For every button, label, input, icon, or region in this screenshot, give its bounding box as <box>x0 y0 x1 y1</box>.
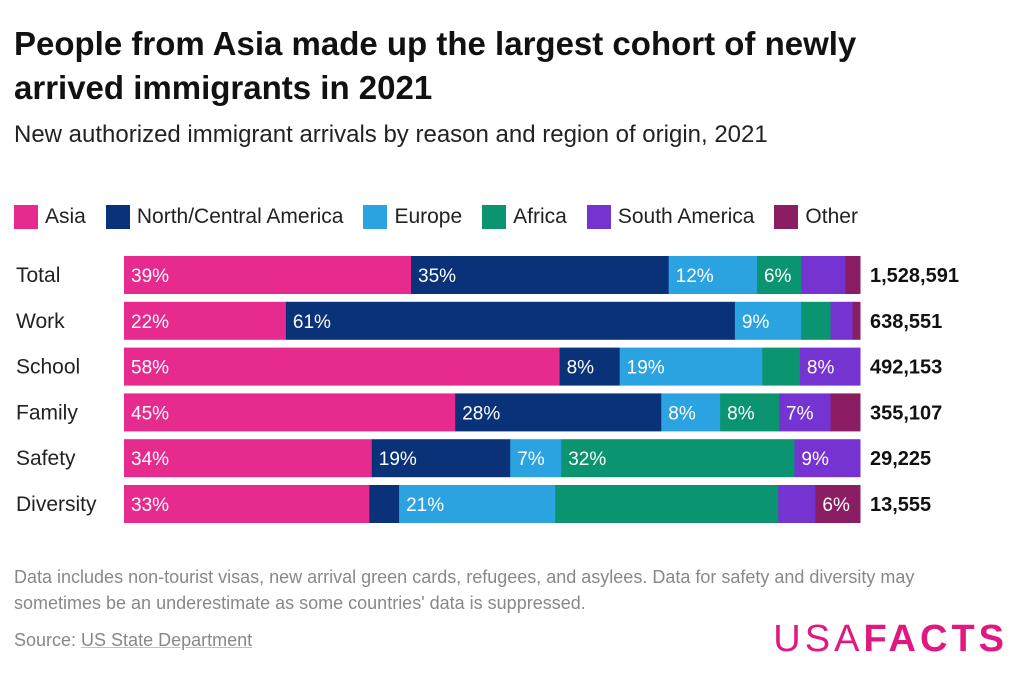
bar-segment <box>815 485 861 523</box>
legend-swatch <box>482 205 507 229</box>
bar-segment <box>762 347 801 386</box>
category-label: Total <box>16 264 60 287</box>
category-label: Safety <box>16 447 76 470</box>
chart-title: People from Asia made up the largest coh… <box>14 25 857 106</box>
total-label: 492,153 <box>870 357 942 379</box>
category-label: Family <box>16 401 78 424</box>
category-label: Work <box>16 310 65 333</box>
bar-segment <box>779 393 832 432</box>
bar-segment <box>830 393 861 432</box>
bar-segment <box>561 439 795 478</box>
source-line: Source: US State Department <box>14 630 252 651</box>
legend-item: Africa <box>482 205 567 229</box>
bar-segment <box>720 393 780 432</box>
bar-segment <box>124 256 412 294</box>
total-label: 1,528,591 <box>870 265 959 287</box>
bar-segment <box>124 439 373 478</box>
data-label: 34% <box>131 449 169 470</box>
bar-segment <box>555 485 779 523</box>
data-label: 12% <box>676 266 714 287</box>
category-label: School <box>16 356 80 379</box>
data-label: 22% <box>131 312 169 333</box>
legend-item: North/Central America <box>105 205 344 229</box>
data-label: 61% <box>293 312 331 333</box>
data-label: 33% <box>131 495 169 516</box>
bar-segment <box>845 256 861 294</box>
legend-item: Other <box>774 205 858 229</box>
source-link[interactable]: US State Department <box>81 630 253 650</box>
data-label: 6% <box>822 495 850 516</box>
legend-label: Africa <box>513 205 567 228</box>
bar-segment <box>369 485 400 523</box>
total-label: 355,107 <box>870 402 942 424</box>
legend-label: Asia <box>45 205 86 228</box>
data-label: 39% <box>131 266 169 287</box>
data-label: 9% <box>801 449 829 470</box>
bar-segment <box>668 256 758 294</box>
legend-label: Europe <box>394 205 463 228</box>
bar-segment <box>510 439 562 478</box>
bar-segment <box>852 301 861 340</box>
legend-item: Asia <box>14 205 86 229</box>
legend-swatch <box>14 205 38 229</box>
bar-segment <box>661 393 721 432</box>
data-label: 19% <box>379 449 417 470</box>
bar-segment <box>756 256 802 294</box>
bar-segment <box>124 347 561 386</box>
legend-swatch <box>774 205 799 229</box>
bar-segment <box>371 439 511 478</box>
bar-segment <box>619 347 763 386</box>
legend-label: North/Central America <box>136 205 344 228</box>
bar-segment <box>778 485 816 523</box>
bar-segment <box>734 301 802 340</box>
bar-segment <box>124 485 370 523</box>
data-label: 7% <box>786 403 814 424</box>
logo-text-usa: USA <box>773 618 864 660</box>
legend-swatch <box>105 205 130 229</box>
bar-segment <box>794 439 861 478</box>
data-label: 45% <box>131 403 169 424</box>
logo-text-facts: FACTS <box>863 618 1008 660</box>
bar-segment <box>801 301 832 340</box>
bar-segment <box>559 347 621 386</box>
data-label: 32% <box>568 449 606 470</box>
data-label: 8% <box>807 358 835 379</box>
bar-segment <box>455 393 662 432</box>
data-label: 9% <box>742 312 770 333</box>
legend-item: Europe <box>363 205 462 229</box>
data-label: 19% <box>627 358 665 379</box>
usafacts-logo: USAFACTS <box>773 618 1008 661</box>
data-label: 58% <box>131 358 169 379</box>
bar-segment <box>830 301 854 340</box>
bar-segment <box>285 301 736 340</box>
chart-subtitle: New authorized immigrant arrivals by rea… <box>14 121 768 148</box>
bar-segment <box>799 347 861 386</box>
total-label: 13,555 <box>870 494 931 516</box>
bar-segment <box>124 393 456 432</box>
category-label: Diversity <box>16 493 97 516</box>
bar-segment <box>801 256 846 294</box>
legend-swatch <box>363 205 388 229</box>
stacked-bar-chart: Total 39% 35% 12% 6% 1,528,591 Work 22% 61% 9% 638… <box>16 256 959 523</box>
source-prefix: Source: <box>14 630 82 650</box>
data-label: 8% <box>727 403 755 424</box>
data-label: 8% <box>668 403 696 424</box>
data-label: 7% <box>517 449 545 470</box>
bar-segment <box>124 301 287 340</box>
legend-item: South America <box>586 205 755 229</box>
data-label: 28% <box>462 403 500 424</box>
legend: Asia North/Central America Europe Africa Sou… <box>14 202 878 232</box>
legend-swatch <box>586 205 611 229</box>
legend-label: Other <box>805 205 858 228</box>
data-label: 21% <box>406 495 444 516</box>
total-label: 638,551 <box>870 311 942 333</box>
data-label: 8% <box>567 358 595 379</box>
bar-segment <box>411 256 670 294</box>
data-label: 6% <box>764 266 792 287</box>
total-label: 29,225 <box>870 448 931 470</box>
bar-segment <box>399 485 556 523</box>
data-label: 35% <box>418 266 456 287</box>
legend-label: South America <box>617 205 755 228</box>
footnote: Data includes non-tourist visas, new arr… <box>14 567 915 613</box>
